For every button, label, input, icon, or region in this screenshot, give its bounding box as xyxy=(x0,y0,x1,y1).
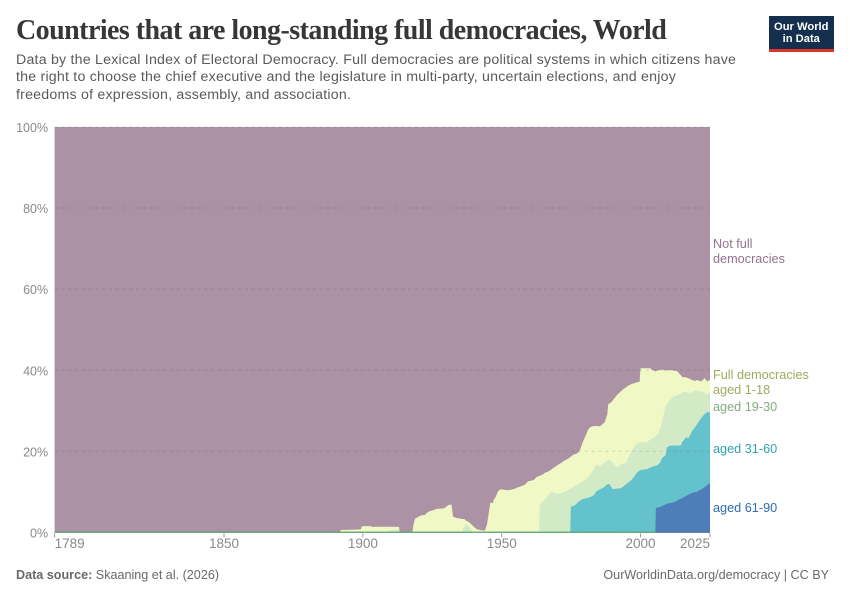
svg-text:1850: 1850 xyxy=(209,536,239,551)
svg-text:2025: 2025 xyxy=(680,536,710,551)
svg-text:100%: 100% xyxy=(16,121,48,135)
svg-text:0%: 0% xyxy=(30,526,48,540)
svg-text:1950: 1950 xyxy=(487,536,517,551)
svg-text:40%: 40% xyxy=(23,364,48,378)
svg-text:1789: 1789 xyxy=(55,536,85,551)
svg-text:80%: 80% xyxy=(23,202,48,216)
svg-text:60%: 60% xyxy=(23,283,48,297)
svg-text:20%: 20% xyxy=(23,445,48,459)
svg-text:1900: 1900 xyxy=(348,536,378,551)
svg-text:2000: 2000 xyxy=(626,536,656,551)
